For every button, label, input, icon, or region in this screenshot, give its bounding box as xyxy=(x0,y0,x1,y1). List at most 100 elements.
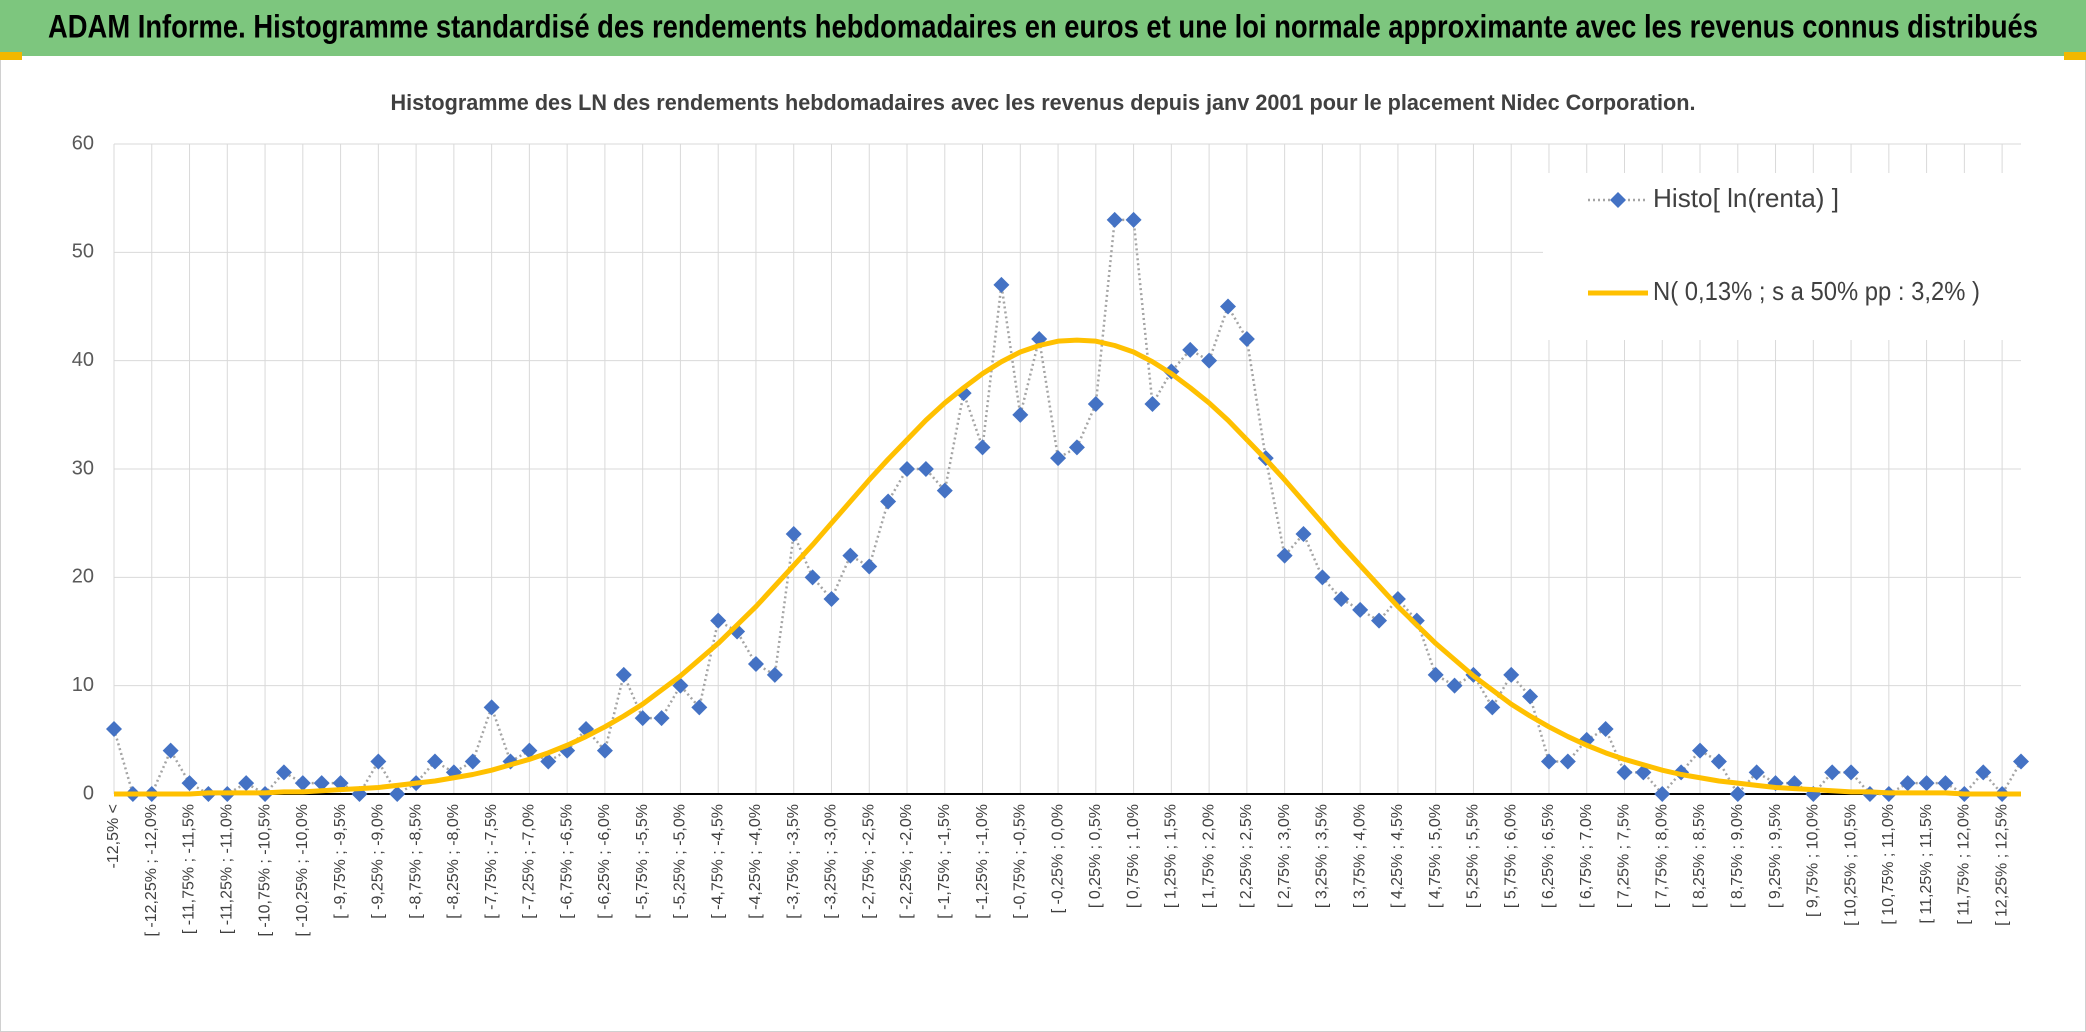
data-point xyxy=(993,276,1010,293)
data-point xyxy=(1975,764,1992,781)
data-point xyxy=(426,753,443,770)
x-tick-label: [ -10,25% ; -10,0% xyxy=(294,804,311,937)
data-point xyxy=(1597,721,1614,737)
x-tick-label: [ -9,25% ; -9,0% xyxy=(370,804,387,919)
y-tick-label: 50 xyxy=(72,241,94,263)
data-point xyxy=(1182,341,1199,358)
x-tick-label: [ -9,75% ; -9,5% xyxy=(332,804,349,919)
x-tick-label: [ 4,25% ; 4,5% xyxy=(1389,804,1406,908)
data-point xyxy=(1824,764,1841,781)
data-point xyxy=(1238,331,1255,347)
x-tick-label: [ 0,25% ; 0,5% xyxy=(1087,804,1104,908)
data-point xyxy=(634,710,651,727)
x-tick-label: [ 11,25% ; 11,5% xyxy=(1918,804,1935,923)
data-point xyxy=(1522,688,1539,705)
x-tick-label: [ 9,25% ; 9,5% xyxy=(1767,804,1784,908)
data-point xyxy=(1937,775,1954,792)
page-header: ADAM Informe. Histogramme standardisé de… xyxy=(48,8,2038,44)
data-point xyxy=(1012,406,1029,423)
x-tick-label: [ -3,25% ; -3,0% xyxy=(823,804,840,919)
x-tick-label: [ -5,25% ; -5,0% xyxy=(672,804,689,919)
x-tick-label: [ 11,75% ; 12,0% xyxy=(1956,804,1973,925)
data-point xyxy=(1352,601,1369,618)
data-point xyxy=(294,775,311,792)
data-point xyxy=(653,710,670,727)
x-tick-label: [ -1,25% ; -1,0% xyxy=(974,804,991,919)
legend-marker xyxy=(1610,192,1626,208)
data-point xyxy=(691,699,708,716)
x-tick-label: [ -6,25% ; -6,0% xyxy=(596,804,613,919)
data-point xyxy=(1050,450,1067,467)
data-point xyxy=(162,742,179,759)
data-point xyxy=(1899,775,1916,792)
x-tick-label: [ 3,75% ; 4,0% xyxy=(1351,804,1368,908)
y-tick-label: 0 xyxy=(83,782,94,804)
x-tick-label: [ -5,75% ; -5,5% xyxy=(634,804,651,919)
x-tick-label: [ 10,25% ; 10,5% xyxy=(1842,804,1859,926)
x-tick-label: [ -11,75% ; -11,5% xyxy=(181,804,198,934)
legend-label: N( 0,13% ; s a 50% pp : 3,2% ) xyxy=(1653,276,1980,306)
x-tick-label: [ -0,25% ; 0,0% xyxy=(1049,804,1066,913)
data-point xyxy=(1654,786,1671,802)
data-point xyxy=(1106,211,1123,228)
data-point xyxy=(483,699,500,716)
x-tick-label: [ 6,75% ; 7,0% xyxy=(1578,804,1595,908)
x-tick-label: [ 7,25% ; 7,5% xyxy=(1616,804,1633,908)
x-tick-label: [ 3,25% ; 3,5% xyxy=(1314,804,1331,908)
data-point xyxy=(1559,753,1576,770)
data-point xyxy=(766,666,783,683)
data-point xyxy=(238,775,255,792)
y-tick-label: 20 xyxy=(72,566,94,588)
chart-title: Histogramme des LN des rendements hebdom… xyxy=(391,90,1696,115)
x-tick-label: [ -8,25% ; -8,0% xyxy=(445,804,462,919)
x-tick-label: [ -2,75% ; -2,5% xyxy=(860,804,877,919)
data-point xyxy=(823,591,840,607)
x-tick-label: [ -12,25% ; -12,0% xyxy=(143,804,160,937)
y-tick-label: 10 xyxy=(72,674,94,696)
data-point xyxy=(974,439,991,456)
data-point xyxy=(1087,396,1104,412)
data-point xyxy=(861,558,878,575)
data-point xyxy=(1446,677,1463,694)
y-tick-label: 40 xyxy=(72,349,94,371)
data-point xyxy=(804,569,821,586)
data-point xyxy=(917,461,934,477)
plot-area: 0 10 20 30 40 50 60 -12,5% < [ -12,25% ; -12,0% [… xyxy=(72,132,2029,937)
data-point xyxy=(370,753,387,770)
x-tick-label: -12,5% < xyxy=(105,804,122,868)
data-point xyxy=(313,775,330,792)
data-point xyxy=(1068,439,1085,456)
data-point xyxy=(596,742,613,759)
data-point xyxy=(1201,352,1218,369)
data-point xyxy=(181,775,198,792)
legend-label: Histo[ ln(renta) ] xyxy=(1653,183,1839,213)
data-point xyxy=(2013,753,2029,770)
x-tick-label: [ 2,25% ; 2,5% xyxy=(1238,804,1255,908)
x-tick-label: [ -4,25% ; -4,0% xyxy=(747,804,764,919)
x-tick-label: [ 1,75% ; 2,0% xyxy=(1200,804,1217,908)
x-tick-label: [ -1,75% ; -1,5% xyxy=(936,804,953,919)
data-point xyxy=(1144,396,1161,412)
data-point xyxy=(899,461,916,477)
data-point xyxy=(1503,666,1520,683)
x-tick-label: [ 8,75% ; 9,0% xyxy=(1729,804,1746,908)
x-tick-label: [ -3,75% ; -3,5% xyxy=(785,804,802,919)
data-point xyxy=(1427,666,1444,683)
x-tick-label: [ -2,25% ; -2,0% xyxy=(898,804,915,919)
data-point xyxy=(842,547,859,564)
x-tick-label: [ -7,25% ; -7,0% xyxy=(521,804,538,919)
x-tick-label: [ 1,25% ; 1,5% xyxy=(1163,804,1180,908)
data-point xyxy=(1125,211,1142,228)
x-tick-label: [ -8,75% ; -8,5% xyxy=(407,804,424,919)
data-point xyxy=(936,482,953,499)
x-tick-label: [ 0,75% ; 1,0% xyxy=(1125,804,1142,908)
corner-accent xyxy=(2064,52,2086,60)
data-point xyxy=(747,656,764,672)
data-point xyxy=(1918,775,1935,792)
data-point xyxy=(1540,753,1557,770)
y-tick-label: 60 xyxy=(72,132,94,154)
data-point xyxy=(1276,547,1293,564)
series-line xyxy=(114,337,2021,797)
